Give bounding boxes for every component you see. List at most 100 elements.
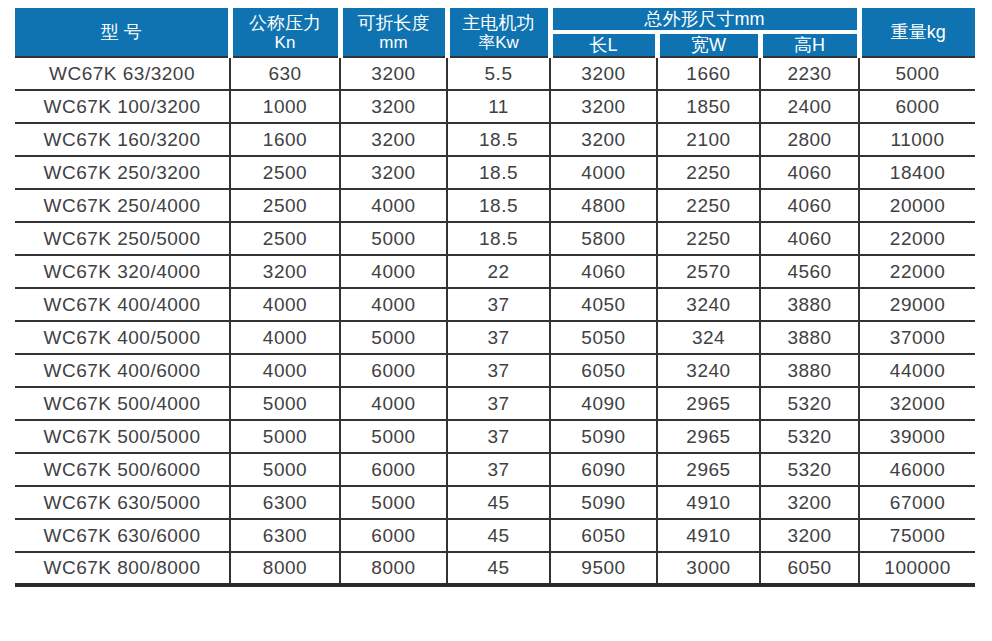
cell-power: 18.5 [447, 123, 550, 156]
cell-power: 18.5 [447, 189, 550, 222]
cell-dim-w: 4910 [657, 486, 760, 519]
header-weight-label: 重量kg [891, 22, 946, 42]
table-row: WC67K 500/600050006000376090296553204600… [15, 453, 975, 486]
cell-dim-l: 4060 [550, 255, 657, 288]
cell-dim-w: 2965 [657, 420, 760, 453]
cell-power: 22 [447, 255, 550, 288]
cell-dim-h: 4060 [760, 189, 859, 222]
cell-power: 5.5 [447, 57, 550, 90]
header-power-line1: 主电机功 [450, 13, 548, 33]
cell-power: 45 [447, 519, 550, 552]
cell-dim-h: 3880 [760, 288, 859, 321]
table-row: WC67K 250/50002500500018.558002250406022… [15, 222, 975, 255]
cell-weight: 100000 [859, 552, 975, 585]
header-dim-width-label: 宽W [691, 35, 726, 55]
cell-weight: 5000 [859, 57, 975, 90]
header-pressure: 公称压力 Kn [230, 8, 340, 57]
cell-weight: 32000 [859, 387, 975, 420]
cell-model: WC67K 400/4000 [15, 288, 230, 321]
header-dim-height-label: 高H [794, 35, 825, 55]
cell-weight: 22000 [859, 255, 975, 288]
cell-dim-l: 9500 [550, 552, 657, 585]
cell-dim-h: 3200 [760, 519, 859, 552]
cell-dim-w: 324 [657, 321, 760, 354]
cell-model: WC67K 800/8000 [15, 552, 230, 585]
cell-pressure: 2500 [230, 222, 340, 255]
header-dim-height: 高H [760, 32, 859, 57]
cell-model: WC67K 250/3200 [15, 156, 230, 189]
cell-pressure: 5000 [230, 420, 340, 453]
table-row: WC67K 800/800080008000459500300060501000… [15, 552, 975, 585]
header-model-label: 型 号 [101, 22, 142, 42]
cell-fold-length: 3200 [340, 123, 447, 156]
cell-dim-l: 6090 [550, 453, 657, 486]
cell-fold-length: 8000 [340, 552, 447, 585]
cell-dim-w: 2100 [657, 123, 760, 156]
cell-fold-length: 5000 [340, 486, 447, 519]
header-row-main: 型 号 公称压力 Kn 可折长度 mm 主电机功 率Kw 总外形尺寸mm [15, 8, 975, 32]
cell-pressure: 2500 [230, 156, 340, 189]
cell-pressure: 4000 [230, 354, 340, 387]
table-body: WC67K 63/320063032005.53200166022305000W… [15, 57, 975, 585]
cell-fold-length: 3200 [340, 57, 447, 90]
cell-dim-w: 3240 [657, 288, 760, 321]
cell-pressure: 1600 [230, 123, 340, 156]
cell-dim-l: 4050 [550, 288, 657, 321]
cell-power: 18.5 [447, 222, 550, 255]
cell-dim-h: 5320 [760, 420, 859, 453]
cell-weight: 37000 [859, 321, 975, 354]
cell-pressure: 3200 [230, 255, 340, 288]
header-model: 型 号 [15, 8, 230, 57]
cell-power: 45 [447, 486, 550, 519]
table-header: 型 号 公称压力 Kn 可折长度 mm 主电机功 率Kw 总外形尺寸mm [15, 8, 975, 57]
cell-dim-w: 2250 [657, 189, 760, 222]
cell-dim-l: 5800 [550, 222, 657, 255]
cell-pressure: 4000 [230, 321, 340, 354]
cell-fold-length: 5000 [340, 420, 447, 453]
cell-dim-l: 4800 [550, 189, 657, 222]
cell-model: WC67K 320/4000 [15, 255, 230, 288]
cell-dim-h: 4060 [760, 156, 859, 189]
cell-dim-w: 2965 [657, 453, 760, 486]
cell-dim-h: 6050 [760, 552, 859, 585]
cell-dim-h: 5320 [760, 387, 859, 420]
cell-pressure: 5000 [230, 387, 340, 420]
cell-weight: 18400 [859, 156, 975, 189]
cell-fold-length: 3200 [340, 156, 447, 189]
cell-model: WC67K 500/6000 [15, 453, 230, 486]
header-dim-width: 宽W [657, 32, 760, 57]
cell-power: 37 [447, 420, 550, 453]
cell-pressure: 5000 [230, 453, 340, 486]
cell-dim-w: 3000 [657, 552, 760, 585]
table-row: WC67K 160/32001600320018.532002100280011… [15, 123, 975, 156]
cell-weight: 11000 [859, 123, 975, 156]
cell-dim-l: 3200 [550, 123, 657, 156]
header-weight: 重量kg [859, 8, 975, 57]
cell-fold-length: 6000 [340, 453, 447, 486]
cell-dim-l: 4000 [550, 156, 657, 189]
table-row: WC67K 320/400032004000224060257045602200… [15, 255, 975, 288]
cell-fold-length: 3200 [340, 90, 447, 123]
cell-dim-h: 5320 [760, 453, 859, 486]
cell-dim-w: 1660 [657, 57, 760, 90]
cell-dim-w: 4910 [657, 519, 760, 552]
cell-dim-w: 2250 [657, 156, 760, 189]
cell-fold-length: 6000 [340, 519, 447, 552]
header-dimensions-group: 总外形尺寸mm [550, 8, 859, 32]
header-dim-length: 长L [550, 32, 657, 57]
cell-weight: 67000 [859, 486, 975, 519]
header-dim-length-label: 长L [589, 35, 617, 55]
cell-model: WC67K 400/6000 [15, 354, 230, 387]
cell-dim-l: 3200 [550, 57, 657, 90]
cell-model: WC67K 250/5000 [15, 222, 230, 255]
cell-fold-length: 4000 [340, 189, 447, 222]
table-row: WC67K 400/400040004000374050324038802900… [15, 288, 975, 321]
cell-weight: 6000 [859, 90, 975, 123]
header-dimensions-label: 总外形尺寸mm [645, 9, 765, 29]
table-row: WC67K 250/32002500320018.540002250406018… [15, 156, 975, 189]
cell-dim-w: 2250 [657, 222, 760, 255]
cell-dim-l: 4090 [550, 387, 657, 420]
cell-dim-h: 4060 [760, 222, 859, 255]
cell-pressure: 630 [230, 57, 340, 90]
table-row: WC67K 630/600063006000456050491032007500… [15, 519, 975, 552]
